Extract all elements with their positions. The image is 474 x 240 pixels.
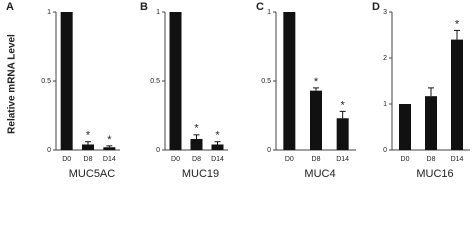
bar <box>451 39 463 150</box>
significance-label: * <box>455 18 460 30</box>
bar <box>211 144 224 150</box>
x-tick-label: D0 <box>62 156 71 163</box>
bar <box>399 104 411 150</box>
x-tick-label: D14 <box>211 156 224 163</box>
significance-label: * <box>215 130 220 142</box>
x-tick-label: D8 <box>192 156 201 163</box>
bar <box>60 12 73 150</box>
panel-title: MUC5AC <box>69 168 116 180</box>
significance-label: * <box>341 99 346 111</box>
panel-title: MUC19 <box>182 168 219 180</box>
panel-title: MUC4 <box>304 168 335 180</box>
panel-title: MUC16 <box>416 168 453 180</box>
significance-label: * <box>194 123 199 135</box>
significance-label: * <box>86 130 91 142</box>
x-tick-label: D0 <box>171 156 180 163</box>
x-tick-label: D14 <box>336 156 349 163</box>
y-tick-label: 0 <box>156 147 160 154</box>
panel-letter: D <box>372 1 380 13</box>
y-tick-label: 0 <box>383 147 387 154</box>
significance-label: * <box>314 76 319 88</box>
x-tick-label: D14 <box>451 156 464 163</box>
y-tick-label: 0.5 <box>41 78 51 85</box>
bar <box>103 147 116 150</box>
y-tick-label: 0 <box>47 147 51 154</box>
bar <box>82 144 94 150</box>
bar <box>169 12 182 150</box>
y-tick-label: 0.5 <box>261 78 271 85</box>
significance-label: * <box>107 134 112 146</box>
x-tick-label: D8 <box>312 156 321 163</box>
y-tick-label: 0 <box>267 147 271 154</box>
y-tick-label: 1 <box>47 9 51 16</box>
x-tick-label: D0 <box>401 156 410 163</box>
y-tick-label: 0.5 <box>150 78 160 85</box>
bar <box>425 96 437 150</box>
bar <box>283 12 296 150</box>
y-tick-label: 1 <box>383 101 387 108</box>
x-tick-label: D8 <box>84 156 93 163</box>
bar <box>336 118 349 150</box>
x-tick-label: D14 <box>103 156 116 163</box>
panel-letter: B <box>140 1 148 13</box>
x-tick-label: D0 <box>285 156 294 163</box>
y-tick-label: 3 <box>383 9 387 16</box>
panel-letter: A <box>6 1 14 13</box>
x-tick-label: D8 <box>427 156 436 163</box>
y-axis-label: Relative mRNA Level <box>7 34 18 134</box>
y-tick-label: 2 <box>383 55 387 62</box>
panel-letter: C <box>256 1 264 13</box>
bar <box>310 90 322 150</box>
y-tick-label: 1 <box>267 9 271 16</box>
bar <box>190 138 203 150</box>
y-tick-label: 1 <box>156 9 160 16</box>
